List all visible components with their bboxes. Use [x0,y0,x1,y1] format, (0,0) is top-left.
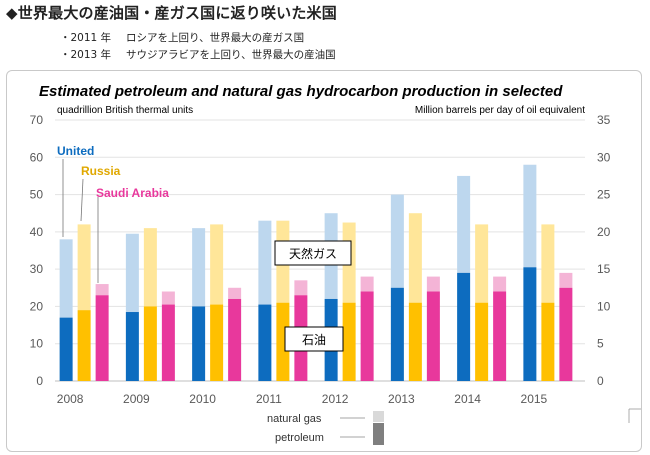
bar-oil-saudi-arabia-2012 [360,291,374,381]
bar-oil-united-2015 [523,267,537,381]
bar-gas-saudi-arabia-2015 [559,272,573,288]
bar-gas-russia-2015 [541,224,555,303]
bar-oil-united-2010 [192,306,206,381]
y-tick-label-left: 60 [30,150,44,164]
bar-gas-russia-2010 [210,224,224,305]
y-tick-label-left: 20 [30,299,44,313]
bar-gas-saudi-arabia-2011 [294,280,308,296]
bar-gas-saudi-arabia-2008 [95,284,109,296]
bar-gas-united-2014 [457,175,471,273]
leader-line-russia [80,178,84,222]
bullet-text: ロシアを上回り、世界最大の産ガス国 [126,32,305,44]
bullet-year: ・2011 年 [60,32,112,44]
annotation-gas: 天然ガス [289,246,337,261]
x-tick-label: 2010 [189,392,216,406]
bar-oil-saudi-arabia-2013 [426,291,440,381]
bar-oil-saudi-arabia-2015 [559,287,573,381]
bar-gas-russia-2009 [143,228,157,307]
x-tick-label: 2011 [256,392,282,406]
x-ticks: 2008 2009 2010 2011 2012 2013 2014 2015 [57,392,548,406]
bar-gas-saudi-arabia-2012 [360,276,374,292]
chart-title: Estimated petroleum and natural gas hydr… [39,83,563,100]
bar-gas-saudi-arabia-2010 [228,287,242,299]
legend-label-petroleum: petroleum [275,432,324,444]
bar-oil-russia-2014 [475,302,489,381]
bar-gas-united-2009 [125,233,139,313]
x-tick-label: 2012 [322,392,349,406]
bar-gas-united-2008 [59,239,73,318]
bar-oil-united-2008 [59,317,73,381]
bullet-text: サウジアラビアを上回り、世界最大の産油国 [126,49,336,61]
bar-oil-united-2009 [125,312,139,381]
grid-lines [55,119,585,382]
bar-gas-united-2013 [390,194,404,288]
y-tick-label-right: 15 [597,262,611,276]
y-tick-label-right: 35 [597,113,611,127]
x-tick-label: 2014 [454,392,481,406]
x-tick-label: 2008 [57,392,84,406]
bar-oil-united-2013 [390,287,404,381]
bar-oil-russia-2008 [77,310,91,381]
bar-gas-united-2011 [258,220,272,305]
bar-gas-united-2015 [523,164,537,268]
bar-oil-russia-2009 [143,306,157,381]
chart-frame: Estimated petroleum and natural gas hydr… [6,70,642,452]
bar-gas-saudi-arabia-2009 [161,291,175,305]
bullet-2011: ・2011 年 ロシアを上回り、世界最大の産ガス国 [60,30,336,47]
bar-oil-russia-2010 [210,304,224,381]
bar-gas-saudi-arabia-2013 [426,276,440,292]
legend-label-natural-gas: natural gas [267,413,322,425]
y-tick-label-right: 30 [597,150,611,164]
bullet-year: ・2013 年 [60,49,112,61]
y-tick-label-left: 50 [30,188,44,202]
bullet-2013: ・2013 年 サウジアラビアを上回り、世界最大の産油国 [60,47,336,64]
bar-oil-russia-2013 [408,302,422,381]
y-tick-label-right: 25 [597,188,611,202]
y-tick-label-right: 0 [597,374,604,388]
x-tick-label: 2013 [388,392,415,406]
annotation-gas-box [274,240,352,266]
y-ticks-right: 0 5 10 15 20 25 30 35 [597,113,611,388]
legend-swatch-natural-gas [373,411,384,422]
series-label-saudi: Saudi Arabia [96,186,169,200]
bar-oil-russia-2012 [342,302,356,381]
y-tick-label-right: 20 [597,225,611,239]
y-axis-label-right: Million barrels per day of oil equivalen… [415,105,585,116]
y-tick-label-left: 70 [30,113,44,127]
bar-oil-united-2014 [457,272,471,381]
series-label-united: United [57,144,94,158]
bar-gas-saudi-arabia-2014 [493,276,507,292]
bar-oil-russia-2011 [276,302,290,381]
series-label-russia: Russia [81,164,121,178]
bar-oil-saudi-arabia-2010 [228,298,242,381]
bar-oil-saudi-arabia-2014 [493,291,507,381]
bar-oil-saudi-arabia-2009 [161,304,175,381]
annotation-oil-box [284,326,344,352]
y-tick-label-left: 10 [30,337,44,351]
bar-gas-russia-2014 [475,224,489,303]
y-tick-label-left: 30 [30,262,44,276]
legend-swatch-petroleum [373,423,384,445]
bullet-list: ・2011 年 ロシアを上回り、世界最大の産ガス国 ・2013 年 サウジアラビアを… [60,30,336,64]
x-tick-label: 2015 [521,392,548,406]
bar-gas-russia-2008 [77,224,91,311]
y-axis-label-left: quadrillion British thermal units [57,105,193,116]
y-tick-label-left: 40 [30,225,44,239]
headline: ◆世界最大の産油国・産ガス国に返り咲いた米国 [6,4,337,22]
y-ticks-left: 0 10 20 30 40 50 60 70 [30,113,44,388]
y-tick-label-right: 10 [597,299,611,313]
y-tick-label-left: 0 [36,374,43,388]
bar-oil-united-2011 [258,304,272,381]
bar-gas-russia-2013 [408,213,422,303]
x-tick-label: 2009 [123,392,150,406]
annotation-oil: 石油 [302,333,326,347]
production-chart: Estimated petroleum and natural gas hydr… [30,83,641,445]
bar-gas-united-2010 [192,228,206,307]
bar-oil-saudi-arabia-2008 [95,295,109,381]
y-tick-label-right: 5 [597,337,604,351]
bar-oil-russia-2015 [541,302,555,381]
